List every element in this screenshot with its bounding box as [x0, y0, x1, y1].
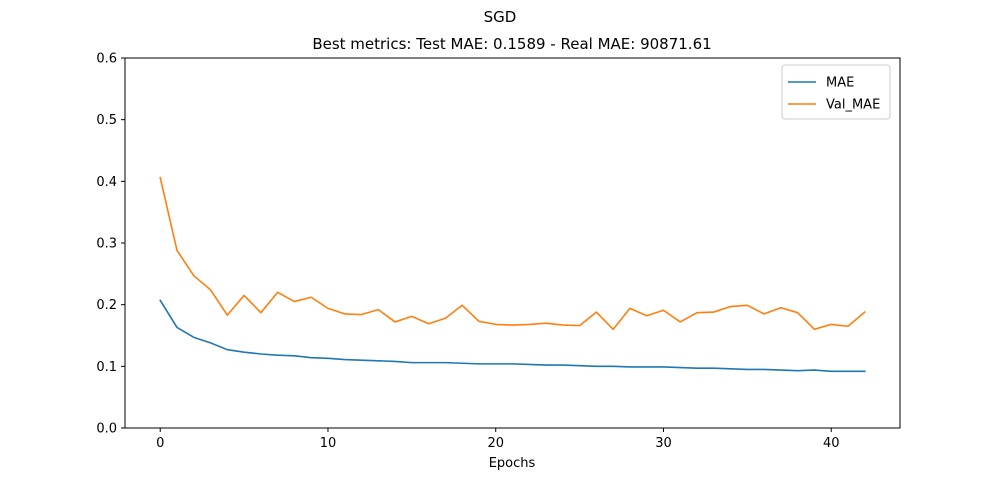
x-axis-label: Epochs: [489, 456, 536, 471]
legend: MAE Val_MAE: [781, 64, 891, 120]
y-tick-label: 0.1: [96, 360, 117, 375]
chart-suptitle: SGD: [484, 8, 517, 26]
legend-box: [781, 64, 891, 120]
x-tick-label: 30: [655, 436, 672, 451]
x-tick-label: 0: [156, 436, 164, 451]
series-line-val-mae: [159, 176, 866, 331]
y-tick-label: 0.5: [96, 113, 117, 128]
y-tick-label: 0.0: [96, 422, 117, 437]
chart-title: Best metrics: Test MAE: 0.1589 - Real MA…: [312, 35, 711, 53]
axes-frame: [124, 57, 901, 429]
legend-label: Val_MAE: [826, 98, 880, 113]
y-tick-label: 0.6: [96, 52, 117, 67]
x-tick-label: 20: [487, 436, 504, 451]
x-tick-label: 10: [320, 436, 337, 451]
y-tick-label: 0.3: [96, 237, 117, 252]
x-tick-label: 40: [823, 436, 840, 451]
plot-area: 0 10 20 30 40 0.0 0.1 0.2 0.3 0.4 0.5 0.6: [96, 52, 866, 451]
legend-label: MAE: [826, 76, 854, 91]
y-tick-label: 0.4: [96, 175, 117, 190]
y-tick-label: 0.2: [96, 298, 117, 313]
series-line-mae: [159, 299, 866, 373]
